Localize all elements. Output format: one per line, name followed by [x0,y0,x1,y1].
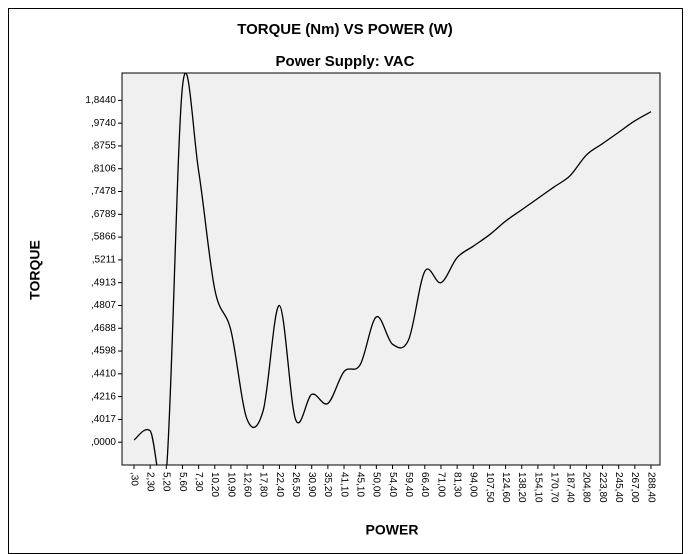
x-tick-label: 35,20 [322,472,333,497]
x-tick-label: 170,70 [548,472,559,503]
y-tick-label: ,4410 [91,368,116,379]
x-tick-label: 50,00 [371,472,382,497]
y-tick-label: ,8755 [91,141,116,152]
x-tick-label: 41,10 [338,472,349,497]
x-tick-label: 5,60 [177,472,188,492]
y-tick-label: ,7478 [91,186,116,197]
x-tick-label: 223,80 [597,472,608,503]
x-tick-label: ,30 [128,472,139,486]
y-tick-label: ,5211 [92,255,117,266]
x-tick-label: 124,60 [500,472,511,503]
y-tick-label: ,8106 [91,163,116,174]
x-tick-label: 204,80 [581,472,592,503]
x-tick-label: 154,10 [532,472,543,503]
y-tick-label: ,9740 [91,118,116,129]
x-tick-label: 5,20 [161,472,172,492]
y-tick-label: ,4216 [91,391,116,402]
x-tick-label: 2,30 [145,472,156,492]
x-tick-label: 30,90 [306,472,317,497]
chart-subtitle: Power Supply: VAC [276,53,415,70]
x-tick-label: 54,40 [387,472,398,497]
x-tick-label: 10,20 [209,472,220,497]
x-tick-label: 22,40 [274,472,285,497]
x-tick-label: 94,00 [468,472,479,497]
line-series [133,73,652,465]
y-tick-label: 1,8440 [85,95,116,106]
y-tick-label: ,5866 [91,232,116,243]
x-tick-label: 107,50 [484,472,495,503]
chart-title: TORQUE (Nm) VS POWER (W) [237,21,453,38]
y-tick-label: ,4017 [91,414,116,425]
x-tick-label: 267,00 [629,472,640,503]
y-tick-label: ,4688 [91,323,116,334]
x-tick-label: 12,60 [241,472,252,497]
x-tick-label: 81,30 [451,472,462,497]
x-tick-label: 245,40 [613,472,624,503]
y-tick-label: ,0000 [91,437,116,448]
x-tick-label: 10,90 [225,472,236,497]
x-tick-label: 17,80 [258,472,269,497]
x-tick-label: 45,10 [355,472,366,497]
x-axis-label: POWER [366,522,419,538]
x-tick-label: 288,40 [645,472,656,503]
x-tick-label: 66,40 [419,472,430,497]
y-tick-label: ,6789 [91,209,116,220]
y-tick-label: ,4598 [91,346,116,357]
x-tick-label: 187,40 [565,472,576,503]
x-tick-label: 138,20 [516,472,527,503]
plot-area [121,72,661,466]
x-tick-label: 7,30 [193,472,204,492]
y-tick-label: ,4913 [91,277,116,288]
y-axis-label: TORQUE [27,240,43,300]
x-tick-label: 26,50 [290,472,301,497]
y-tick-label: ,4807 [91,300,116,311]
x-tick-label: 71,00 [435,472,446,497]
x-tick-label: 59,40 [403,472,414,497]
